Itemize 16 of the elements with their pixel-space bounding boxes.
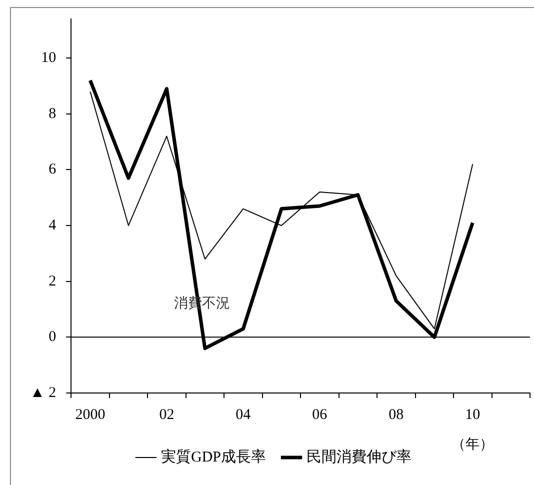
x-axis-title: （年） — [452, 436, 494, 453]
y-tick-label: 6 — [48, 162, 57, 178]
y-tick-label: 10 — [41, 50, 56, 66]
legend-label: 民間消費伸び率 — [306, 448, 412, 466]
x-tick-label: 2000 — [75, 406, 106, 423]
y-tick-label: ▲ 2 — [30, 384, 56, 401]
y-tick-label: 4 — [48, 217, 57, 234]
x-tick-label: 06 — [312, 406, 328, 423]
x-tick-label: 04 — [236, 406, 252, 423]
x-tick-label: 02 — [159, 406, 174, 423]
y-tick-label: 8 — [48, 106, 56, 122]
y-tick-label: 0 — [48, 329, 56, 346]
legend-label: 実質GDP成長率 — [160, 448, 266, 466]
x-tick-label: 08 — [388, 406, 404, 423]
y-tick-label: 2 — [48, 273, 56, 290]
x-tick-label: 10 — [465, 406, 480, 423]
